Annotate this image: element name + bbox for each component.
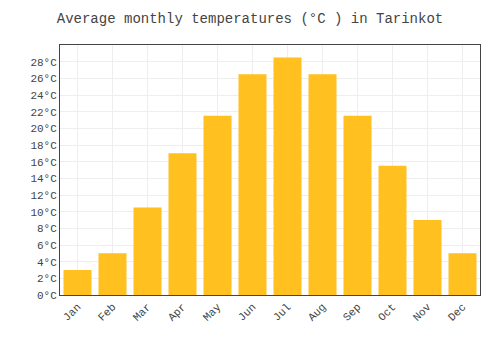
svg-text:18°C: 18°C <box>30 140 57 152</box>
svg-text:May: May <box>201 301 224 324</box>
svg-text:0°C: 0°C <box>37 290 57 302</box>
svg-text:Nov: Nov <box>411 301 434 324</box>
svg-text:26°C: 26°C <box>30 73 57 85</box>
svg-text:Sep: Sep <box>341 301 363 323</box>
svg-text:6°C: 6°C <box>37 240 57 252</box>
svg-text:4°C: 4°C <box>37 257 57 269</box>
svg-text:22°C: 22°C <box>30 107 57 119</box>
svg-text:Feb: Feb <box>96 301 118 323</box>
svg-text:Jun: Jun <box>236 301 258 323</box>
svg-text:Jul: Jul <box>271 301 293 323</box>
svg-text:Aug: Aug <box>306 301 328 323</box>
svg-text:2°C: 2°C <box>37 273 57 285</box>
svg-text:14°C: 14°C <box>30 173 57 185</box>
svg-text:10°C: 10°C <box>30 207 57 219</box>
svg-text:Apr: Apr <box>166 301 188 323</box>
svg-text:20°C: 20°C <box>30 123 57 135</box>
svg-text:12°C: 12°C <box>30 190 57 202</box>
svg-text:Oct: Oct <box>376 301 398 323</box>
svg-text:Dec: Dec <box>446 301 468 323</box>
svg-text:24°C: 24°C <box>30 90 57 102</box>
svg-text:16°C: 16°C <box>30 157 57 169</box>
svg-text:8°C: 8°C <box>37 223 57 235</box>
svg-text:Average monthly temperatures (: Average monthly temperatures (°C ) in Ta… <box>57 11 443 27</box>
svg-text:Jan: Jan <box>61 301 83 323</box>
svg-text:28°C: 28°C <box>30 57 57 69</box>
svg-text:Mar: Mar <box>131 301 153 323</box>
